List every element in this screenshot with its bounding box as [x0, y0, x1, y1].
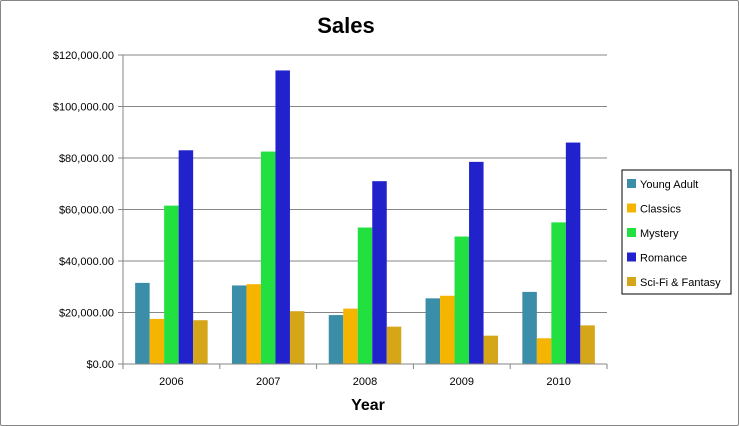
- chart-title: Sales: [317, 13, 375, 38]
- bar-young-adult-2006: [135, 282, 150, 364]
- x-axis-title: Year: [351, 397, 385, 414]
- bar-mystery-2010: [551, 222, 566, 364]
- bar-mystery-2008: [357, 227, 373, 364]
- legend-swatch: [627, 203, 636, 213]
- y-tick-label: $60,000.00: [59, 205, 114, 217]
- x-tick-label: 2007: [256, 376, 280, 388]
- bar-sci-fi-fantasy-2007: [289, 311, 305, 364]
- y-tick-label: $80,000.00: [59, 153, 114, 165]
- bar-romance-2010: [565, 142, 581, 364]
- bar-classics-2006: [149, 318, 165, 364]
- x-tick-label: 2006: [159, 376, 183, 388]
- bar-young-adult-2008: [328, 315, 344, 364]
- bar-mystery-2007: [260, 151, 276, 364]
- legend-label: Sci-Fi & Fantasy: [640, 277, 721, 289]
- bar-romance-2009: [469, 161, 484, 364]
- bar-classics-2009: [440, 295, 455, 364]
- bar-sci-fi-fantasy-2006: [193, 320, 208, 364]
- y-tick-label: $0.00: [86, 359, 114, 371]
- legend-label: Mystery: [640, 228, 679, 240]
- legend-swatch: [627, 277, 636, 286]
- legend-swatch: [627, 252, 636, 262]
- legend-swatch: [627, 228, 636, 237]
- bar-romance-2007: [275, 70, 290, 364]
- legend-swatch: [627, 179, 636, 188]
- y-axis-tick-labels: $0.00 $20,000.00 $40,000.00 $60,000.00 $80,0…: [53, 50, 114, 371]
- bar-classics-2007: [246, 284, 261, 364]
- legend-label: Young Adult: [640, 179, 698, 191]
- x-tick-label: 2008: [353, 376, 377, 388]
- x-axis-tick-labels: 2006 2007 2008 2009 2010: [159, 376, 571, 388]
- bar-young-adult-2007: [231, 285, 247, 364]
- x-tick-label: 2009: [450, 376, 474, 388]
- x-tick-label: 2010: [546, 376, 570, 388]
- legend: Young Adult Classics Mystery Romance Sci-Fi …: [621, 169, 732, 295]
- bar-young-adult-2010: [522, 291, 537, 364]
- bar-classics-2010: [536, 338, 552, 364]
- y-tick-label: $100,000.00: [53, 102, 114, 114]
- y-tick-label: $120,000.00: [53, 50, 114, 62]
- axes: [122, 55, 607, 365]
- legend-label: Romance: [640, 253, 687, 265]
- legend-box: [621, 169, 732, 295]
- bar-sci-fi-fantasy-2009: [483, 335, 499, 364]
- bar-sci-fi-fantasy-2010: [580, 325, 595, 364]
- bar-mystery-2009: [454, 236, 470, 364]
- bar-romance-2008: [372, 181, 387, 364]
- bar-sci-fi-fantasy-2008: [386, 326, 402, 364]
- y-tick-label: $40,000.00: [59, 256, 114, 268]
- bar-classics-2008: [343, 308, 358, 364]
- legend-label: Classics: [640, 204, 681, 216]
- y-tick-label: $20,000.00: [59, 308, 114, 320]
- bar-romance-2006: [178, 150, 194, 364]
- bars: [135, 70, 595, 364]
- bar-young-adult-2009: [425, 298, 441, 364]
- bar-mystery-2006: [164, 205, 179, 364]
